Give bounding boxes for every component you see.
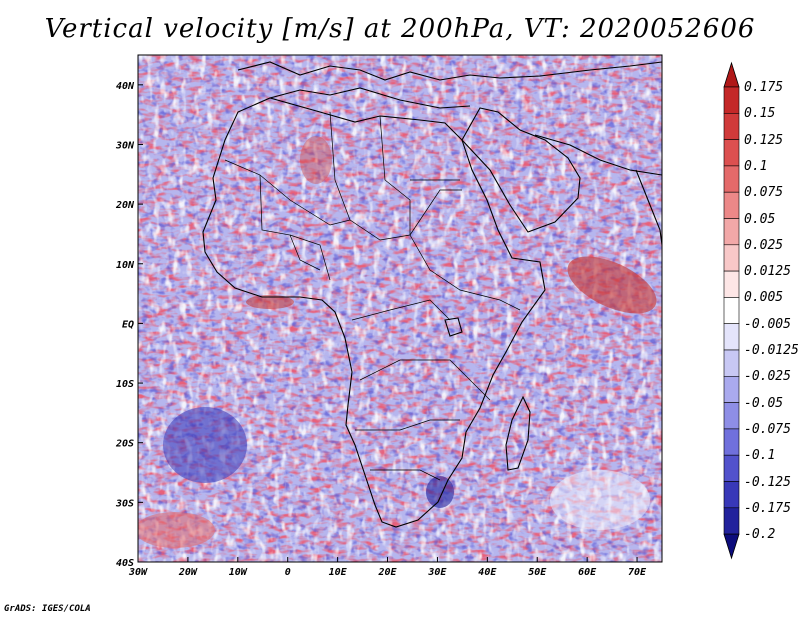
y-tick-label: 20S (115, 439, 134, 450)
x-axis: 30W 20W 10W 0 10E 20E 30E 40E 50E 60E 70E (128, 557, 647, 578)
colorbar-swatch (723, 375, 740, 403)
colorbar-level-label: -0.1 (744, 448, 776, 464)
x-tick-label: 20E (377, 567, 397, 578)
y-tick-label: 30N (115, 140, 135, 151)
colorbar-level-label: -0.125 (744, 474, 791, 490)
x-tick-label: 60E (578, 567, 597, 578)
colorbar-swatch (723, 218, 740, 246)
colorbar-swatch (723, 454, 740, 482)
colorbar-level-label: 0.025 (744, 237, 784, 253)
y-tick-label: EQ (122, 319, 134, 330)
y-tick-label: 30S (115, 498, 134, 509)
colorbar-level-label: 0.005 (744, 290, 784, 306)
velocity-field (138, 55, 662, 562)
colorbar-swatch (723, 323, 740, 351)
colorbar-swatch (723, 139, 740, 167)
x-tick-label: 50E (528, 567, 547, 578)
y-tick-label: 40S (116, 558, 134, 569)
colorbar-level-label: 0.0125 (744, 264, 791, 280)
colorbar-level-label: 0.1 (744, 158, 768, 174)
colorbar-swatch (723, 244, 740, 272)
colorbar-swatch (723, 270, 740, 298)
colorbar-swatch (723, 297, 740, 324)
x-tick-label: 40E (478, 567, 497, 578)
y-axis: 40N 30N 20N 10N EQ 10S 20S 30S 40S (115, 81, 143, 569)
strong-descent-south-atlantic (163, 407, 247, 483)
x-tick-label: 30W (128, 567, 148, 578)
y-tick-label: 40N (116, 81, 135, 92)
lake-victoria (444, 317, 463, 337)
y-tick-label: 20N (115, 200, 135, 211)
colorbar-level-label: -0.0125 (744, 343, 799, 358)
x-tick-label: 10W (229, 567, 248, 578)
x-tick-label: 20W (178, 567, 198, 578)
descent-indian-ocean (550, 470, 650, 530)
strong-ascent-gulf-of-guinea (246, 295, 294, 309)
colorbar-top-arrow (723, 61, 740, 88)
y-tick-label: 10S (116, 379, 134, 390)
colorbar-level-label: -0.025 (744, 369, 791, 385)
x-tick-label: 30E (427, 567, 447, 578)
colorbar-level-label: 0.075 (744, 185, 784, 201)
colorbar-swatch (723, 428, 740, 456)
colorbar-level-label: -0.005 (744, 316, 791, 332)
europe-coast (237, 61, 662, 81)
colorbar-swatch (723, 191, 740, 219)
colorbar-level-label: 0.05 (744, 211, 776, 227)
colorbar-swatch (723, 507, 740, 535)
mediterranean-coast (269, 87, 471, 109)
colorbar-level-label: -0.05 (744, 395, 784, 411)
colorbar-level-label: -0.2 (744, 527, 776, 543)
strong-ascent-arabian-sea (567, 256, 657, 314)
colorbar-swatch (723, 349, 740, 377)
colorbar-swatch (723, 165, 740, 193)
colorbar-level-label: 0.15 (744, 106, 776, 122)
colorbar-level-label: 0.125 (744, 132, 784, 148)
coastlines (202, 61, 662, 528)
colorbar-level-label: -0.075 (744, 421, 791, 437)
grads-credit: GrADS: IGES/COLA (4, 604, 91, 614)
iran-coast (534, 134, 662, 176)
x-tick-label: 10E (329, 567, 348, 578)
madagascar-coastline (505, 395, 531, 471)
colorbar (723, 61, 740, 560)
india-coast (635, 169, 662, 246)
colorbar-bottom-arrow (723, 533, 740, 560)
y-tick-label: 10N (116, 260, 135, 271)
strong-descent-southern-africa (426, 476, 454, 508)
ascent-southwest-atlantic (138, 512, 215, 548)
x-tick-label: 0 (285, 567, 291, 578)
strong-ascent-sahara (300, 136, 332, 184)
colorbar-level-label: -0.175 (744, 500, 791, 516)
chart-title: Vertical velocity [m/s] at 200hPa, VT: 2… (44, 14, 756, 44)
africa-coastline (202, 97, 546, 528)
colorbar-swatch (723, 86, 740, 114)
plot-frame (137, 54, 663, 563)
x-tick-label: 70E (628, 567, 647, 578)
colorbar-swatch (723, 113, 740, 140)
country-borders (224, 111, 521, 481)
colorbar-level-label: 0.175 (744, 80, 784, 95)
colorbar-swatch (723, 402, 740, 430)
colorbar-swatch (723, 481, 740, 509)
arabia-coastline (461, 107, 581, 233)
